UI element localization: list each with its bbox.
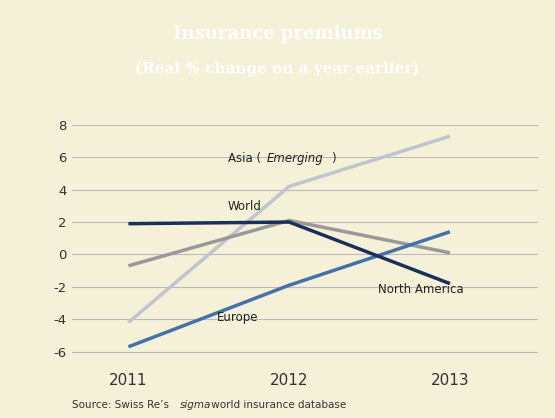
Text: Source: Swiss Re’s: Source: Swiss Re’s	[72, 400, 173, 410]
Text: World: World	[228, 200, 262, 213]
Text: sigma: sigma	[180, 400, 212, 410]
Text: Insurance premiums: Insurance premiums	[173, 25, 382, 43]
Text: Emerging: Emerging	[267, 153, 324, 166]
Text: Asia (: Asia (	[228, 153, 261, 166]
Text: (Real % change on a year earlier): (Real % change on a year earlier)	[135, 62, 420, 76]
Text: Europe: Europe	[217, 311, 258, 324]
Text: world insurance database: world insurance database	[208, 400, 346, 410]
Text: North America: North America	[377, 283, 463, 296]
Text: ): )	[331, 153, 335, 166]
